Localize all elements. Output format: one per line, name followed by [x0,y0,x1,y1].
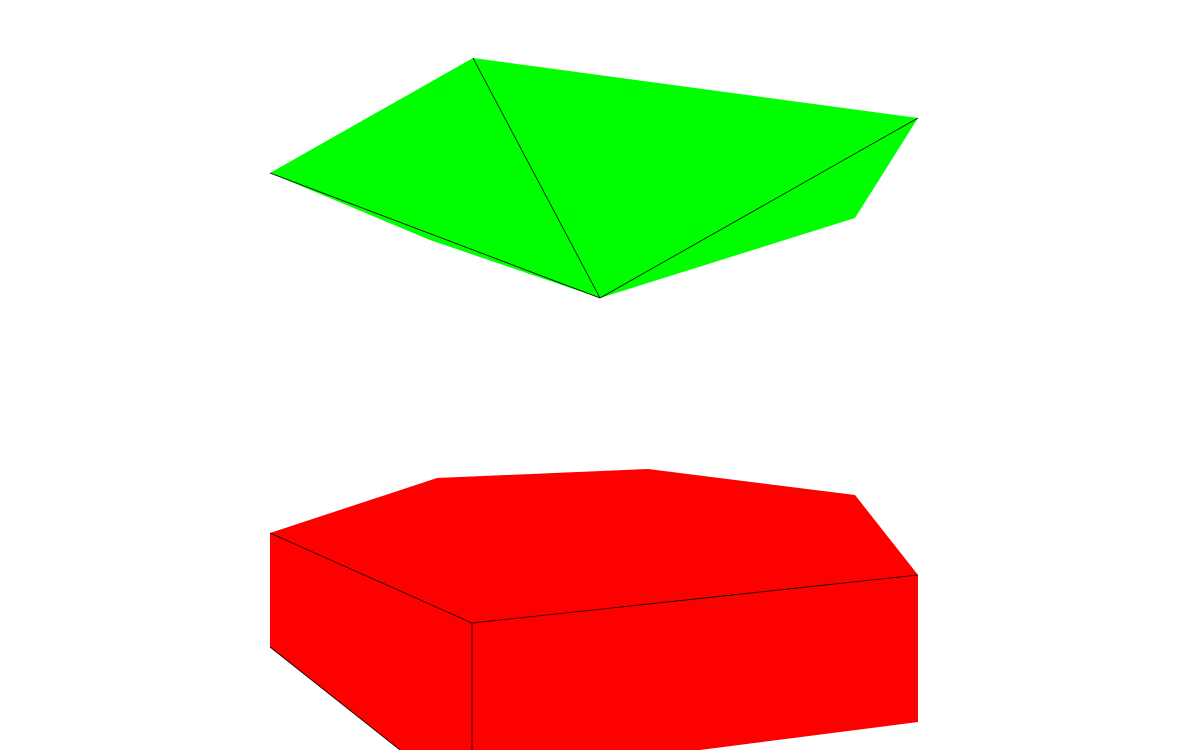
red-edge-bottom-left [269,646,401,750]
green-edge-bottom-fold [269,172,601,299]
green-face-left [270,58,600,298]
green-edge-right-fold [599,117,919,299]
red-front-right-face [472,575,918,750]
red-edge-top-left [269,532,473,624]
red-front-left-face [270,533,472,750]
green-edge-left-fold [472,57,601,299]
green-face-middle [473,58,918,298]
red-edge-top-right [471,574,919,624]
red-hexagonal-prism [269,469,919,750]
red-top-face [270,469,918,623]
green-folded-polygon [269,57,919,299]
